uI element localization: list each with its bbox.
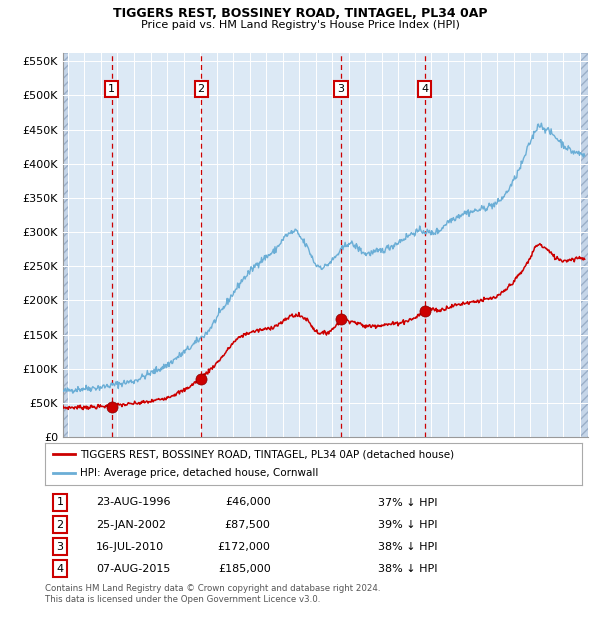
Text: £46,000: £46,000 [225, 497, 271, 508]
Bar [580, 53, 588, 437]
Text: 07-AUG-2015: 07-AUG-2015 [96, 564, 170, 574]
Text: 38% ↓ HPI: 38% ↓ HPI [378, 541, 437, 552]
Text: 4: 4 [56, 564, 64, 574]
Text: 38% ↓ HPI: 38% ↓ HPI [378, 564, 437, 574]
Text: £87,500: £87,500 [224, 520, 271, 529]
Text: 1: 1 [56, 497, 64, 508]
Text: 1: 1 [108, 84, 115, 94]
Text: £185,000: £185,000 [218, 564, 271, 574]
Text: Price paid vs. HM Land Registry's House Price Index (HPI): Price paid vs. HM Land Registry's House … [140, 20, 460, 30]
Text: 2: 2 [197, 84, 205, 94]
Text: 25-JAN-2002: 25-JAN-2002 [96, 520, 166, 529]
Text: 4: 4 [421, 84, 428, 94]
Text: 39% ↓ HPI: 39% ↓ HPI [378, 520, 437, 529]
Text: HPI: Average price, detached house, Cornwall: HPI: Average price, detached house, Corn… [80, 469, 318, 479]
Text: 2: 2 [56, 520, 64, 529]
Text: Contains HM Land Registry data © Crown copyright and database right 2024.: Contains HM Land Registry data © Crown c… [45, 584, 380, 593]
Text: 37% ↓ HPI: 37% ↓ HPI [378, 497, 437, 508]
Text: £172,000: £172,000 [218, 541, 271, 552]
Text: This data is licensed under the Open Government Licence v3.0.: This data is licensed under the Open Gov… [45, 595, 320, 604]
Text: 3: 3 [56, 541, 64, 552]
Text: TIGGERS REST, BOSSINEY ROAD, TINTAGEL, PL34 0AP: TIGGERS REST, BOSSINEY ROAD, TINTAGEL, P… [113, 7, 487, 20]
Bar [63, 53, 68, 437]
Text: 16-JUL-2010: 16-JUL-2010 [96, 541, 164, 552]
Text: TIGGERS REST, BOSSINEY ROAD, TINTAGEL, PL34 0AP (detached house): TIGGERS REST, BOSSINEY ROAD, TINTAGEL, P… [80, 449, 454, 459]
Text: 23-AUG-1996: 23-AUG-1996 [96, 497, 170, 508]
Text: 3: 3 [338, 84, 344, 94]
